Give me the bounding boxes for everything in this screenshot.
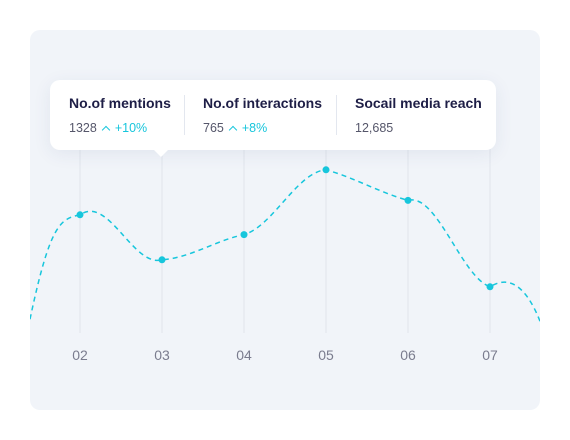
x-axis-labels: 02 03 04 05 06 07	[72, 347, 498, 363]
tooltip-arrow	[154, 150, 168, 157]
metric-change-value: +8%	[241, 121, 268, 135]
metric-reach: Socail media reach 12,685	[336, 95, 495, 135]
metric-value-row: 12,685	[355, 121, 495, 135]
x-tick-label: 05	[318, 347, 334, 363]
metric-value: 1328	[69, 121, 97, 135]
metric-value-row: 1328 +10%	[69, 121, 184, 135]
metric-mentions: No.of mentions 1328 +10%	[50, 95, 184, 135]
series-line	[30, 169, 540, 322]
metric-change-value: +10%	[114, 121, 148, 135]
data-point[interactable]	[240, 231, 248, 239]
metric-title: No.of interactions	[203, 95, 323, 111]
metric-change: +8%	[228, 121, 268, 135]
data-point[interactable]	[158, 256, 166, 264]
x-tick-label: 04	[236, 347, 252, 363]
chart-card: 02 03 04 05 06 07 No.of mentions 1328 +10% No…	[30, 30, 540, 410]
data-point[interactable]	[76, 211, 84, 219]
x-tick-label: 02	[72, 347, 88, 363]
x-tick-label: 07	[482, 347, 498, 363]
caret-up-icon	[101, 125, 111, 134]
metric-value: 765	[203, 121, 224, 135]
metrics-tooltip: No.of mentions 1328 +10% No.of interacti…	[50, 80, 496, 157]
metric-title: Socail media reach	[355, 95, 482, 111]
data-point[interactable]	[404, 196, 412, 204]
metric-value: 12,685	[355, 121, 394, 135]
caret-up-icon	[228, 125, 238, 134]
data-points	[76, 166, 494, 291]
metric-title: No.of mentions	[69, 95, 171, 111]
metric-change: +10%	[101, 121, 148, 135]
metric-interactions: No.of interactions 765 +8%	[184, 95, 336, 135]
metric-value-row: 765 +8%	[203, 121, 336, 135]
data-point[interactable]	[322, 166, 330, 174]
line-chart: 02 03 04 05 06 07	[30, 115, 540, 363]
x-tick-label: 03	[154, 347, 170, 363]
data-point[interactable]	[486, 283, 494, 291]
x-tick-label: 06	[400, 347, 416, 363]
